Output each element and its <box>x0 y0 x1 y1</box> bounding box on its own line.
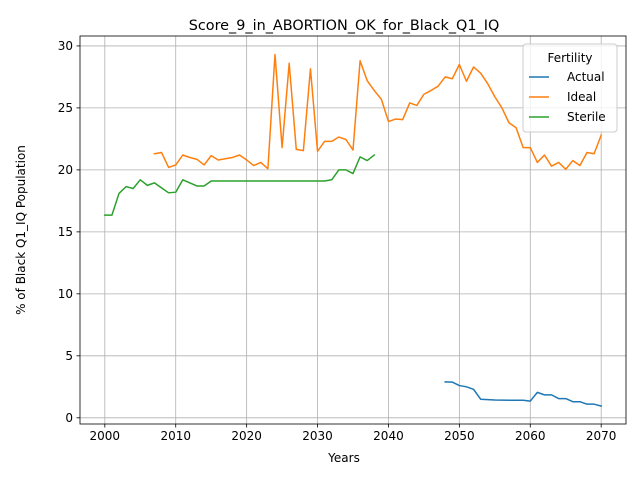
legend-label-actual: Actual <box>567 70 605 84</box>
legend-items: Actual Ideal Sterile <box>529 70 606 124</box>
legend-title: Fertility <box>547 51 592 65</box>
x-tick-label: 2010 <box>160 429 191 443</box>
x-tick-label: 2040 <box>373 429 404 443</box>
x-tick-label: 2050 <box>444 429 475 443</box>
chart-title: Score_9_in_ABORTION_OK_for_Black_Q1_IQ <box>189 18 500 34</box>
x-tick-label: 2070 <box>586 429 617 443</box>
plot-area-frame <box>79 35 627 425</box>
x-axis-ticks: 2000 2010 2020 2030 2040 2050 2060 2070 <box>90 424 617 443</box>
legend: Fertility Actual Ideal Sterile <box>522 43 618 133</box>
y-axis-label: % of Black Q1_IQ Population <box>14 145 28 315</box>
y-tick-label: 10 <box>58 287 73 301</box>
y-tick-label: 15 <box>58 225 73 239</box>
legend-frame <box>522 43 618 133</box>
x-tick-label: 2020 <box>231 429 262 443</box>
series-line-sterile <box>104 153 376 216</box>
y-tick-label: 20 <box>58 163 73 177</box>
y-tick-label: 30 <box>58 39 73 53</box>
legend-label-ideal: Ideal <box>567 90 596 104</box>
x-axis-label: Years <box>327 451 360 465</box>
x-tick-label: 2030 <box>302 429 333 443</box>
series-lines <box>104 53 603 407</box>
x-tick-label: 2000 <box>90 429 121 443</box>
series-line-actual <box>444 381 603 407</box>
y-tick-label: 5 <box>65 349 73 363</box>
series-line-ideal <box>153 53 603 171</box>
y-tick-label: 0 <box>65 411 73 425</box>
legend-label-sterile: Sterile <box>567 110 606 124</box>
y-tick-label: 25 <box>58 101 73 115</box>
x-tick-label: 2060 <box>515 429 546 443</box>
y-axis-ticks: 0 5 10 15 20 25 30 <box>58 39 80 425</box>
